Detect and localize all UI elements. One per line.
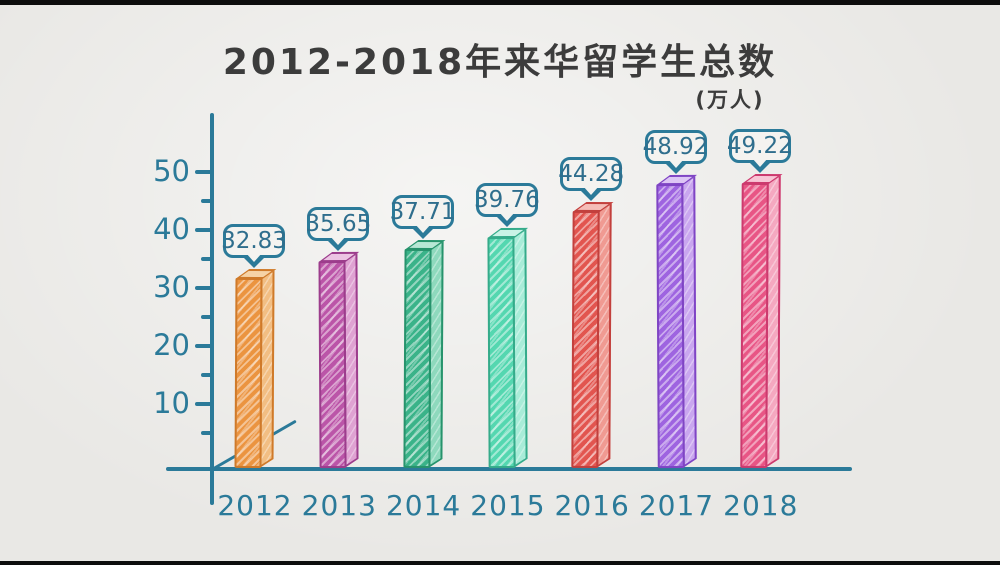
y-tick-minor (201, 199, 212, 203)
y-tick-major (195, 170, 212, 174)
bar-front-face (740, 182, 769, 469)
bar-front-face (234, 277, 263, 469)
y-tick-minor (201, 373, 212, 377)
bubble-tail-fill (246, 252, 262, 262)
bar-front-face (318, 261, 347, 469)
y-tick-minor (201, 431, 212, 435)
bar-2014 (402, 240, 445, 469)
letterbox-bottom (0, 561, 1000, 565)
bar-front-face (402, 249, 432, 469)
bubble-tail-fill (498, 212, 515, 222)
value-bubble-text: 32.83 (221, 227, 287, 254)
value-bubble-text: 49.22 (726, 132, 793, 159)
bar-2018 (740, 173, 783, 469)
value-bubble-text: 48.92 (642, 134, 709, 161)
bubble-tail-fill (751, 157, 768, 167)
value-bubble-text: 39.76 (473, 187, 540, 214)
value-bubble-2016: 44.28 (558, 157, 625, 202)
bubble-tail-fill (583, 186, 600, 196)
bar-2015 (487, 228, 529, 469)
y-axis-line (210, 113, 214, 505)
bubble-tail-fill (414, 224, 431, 234)
x-axis-label-2017: 2017 (638, 489, 715, 522)
y-tick-label: 50 (153, 154, 190, 188)
bar-front-face (655, 184, 685, 469)
unit-label: (万人) (695, 88, 765, 112)
value-bubble-text: 37.71 (389, 199, 456, 226)
x-axis-label-2015: 2015 (470, 489, 546, 522)
y-tick-major (195, 286, 212, 290)
y-tick-major (195, 344, 212, 348)
bar-front-face (571, 211, 600, 469)
x-axis-label-2013: 2013 (301, 489, 377, 522)
y-tick-major (195, 228, 212, 232)
y-tick-label: 10 (153, 386, 190, 420)
bar-2017 (655, 175, 699, 469)
value-bubble-text: 35.65 (305, 211, 372, 238)
bar-2013 (318, 252, 361, 469)
value-bubble-2014: 37.71 (389, 195, 456, 240)
bar-2016 (571, 202, 614, 469)
bubble-tail-fill (330, 236, 347, 246)
x-axis-label-2018: 2018 (723, 489, 799, 522)
x-axis-line (166, 467, 852, 471)
x-axis-label-2016: 2016 (554, 489, 630, 522)
value-bubble-text: 44.28 (558, 161, 625, 188)
chart-title: 2012-2018年来华留学生总数 (222, 42, 778, 83)
bar-front-face (487, 237, 516, 469)
value-bubble-2013: 35.65 (305, 207, 372, 252)
value-bubble-2017: 48.92 (642, 130, 709, 175)
value-bubble-2018: 49.22 (726, 128, 793, 173)
bubble-tail-fill (667, 159, 684, 169)
value-bubble-2015: 39.76 (473, 183, 540, 228)
bar-2012 (234, 268, 277, 469)
y-tick-major (195, 402, 212, 406)
y-tick-label: 30 (153, 270, 190, 304)
y-tick-label: 20 (153, 328, 190, 362)
x-axis-label-2012: 2012 (217, 489, 293, 522)
y-tick-minor (201, 315, 212, 319)
value-bubble-2012: 32.83 (221, 223, 287, 268)
letterbox-top (0, 0, 1000, 5)
y-tick-label: 40 (153, 212, 190, 246)
x-axis-label-2014: 2014 (385, 489, 462, 522)
y-tick-minor (201, 257, 212, 261)
